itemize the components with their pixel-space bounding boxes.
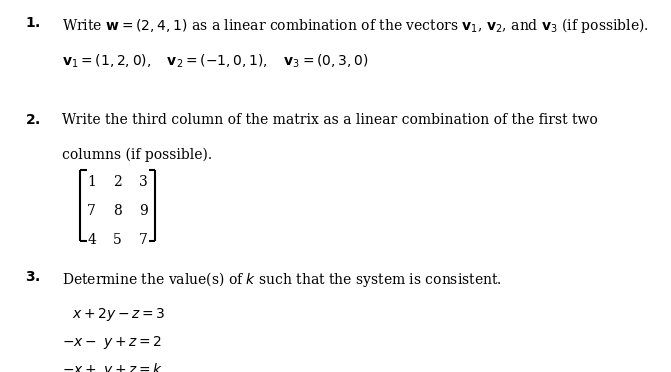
Text: $\mathbf{1.}$: $\mathbf{1.}$ [25, 16, 41, 31]
Text: 3: 3 [139, 175, 148, 189]
Text: 8: 8 [113, 204, 122, 218]
Text: 5: 5 [113, 233, 122, 247]
Text: 7: 7 [139, 233, 148, 247]
Text: columns (if possible).: columns (if possible). [62, 148, 212, 162]
Text: $-x - \ y + z = 2$: $-x - \ y + z = 2$ [62, 334, 162, 351]
Text: 4: 4 [87, 233, 96, 247]
Text: Determine the value(s) of $k$ such that the system is consistent.: Determine the value(s) of $k$ such that … [62, 270, 502, 289]
Text: $\mathbf{2.}$: $\mathbf{2.}$ [25, 113, 41, 127]
Text: $-x + \ y + z = k$: $-x + \ y + z = k$ [62, 361, 164, 372]
Text: 1: 1 [87, 175, 96, 189]
Text: 7: 7 [87, 204, 96, 218]
Text: 2: 2 [113, 175, 122, 189]
Text: $\mathbf{3.}$: $\mathbf{3.}$ [25, 270, 41, 284]
Text: Write $\mathbf{w} = (2, 4, 1)$ as a linear combination of the vectors $\mathbf{v: Write $\mathbf{w} = (2, 4, 1)$ as a line… [62, 16, 649, 35]
Text: $x + 2y - z = 3$: $x + 2y - z = 3$ [72, 306, 166, 323]
Text: Write the third column of the matrix as a linear combination of the first two: Write the third column of the matrix as … [62, 113, 598, 127]
Text: 9: 9 [139, 204, 148, 218]
Text: $\mathbf{v}_1 = (1, 2, 0), \quad \mathbf{v}_2 = (-1, 0, 1), \quad \mathbf{v}_3 =: $\mathbf{v}_1 = (1, 2, 0), \quad \mathbf… [62, 53, 369, 70]
